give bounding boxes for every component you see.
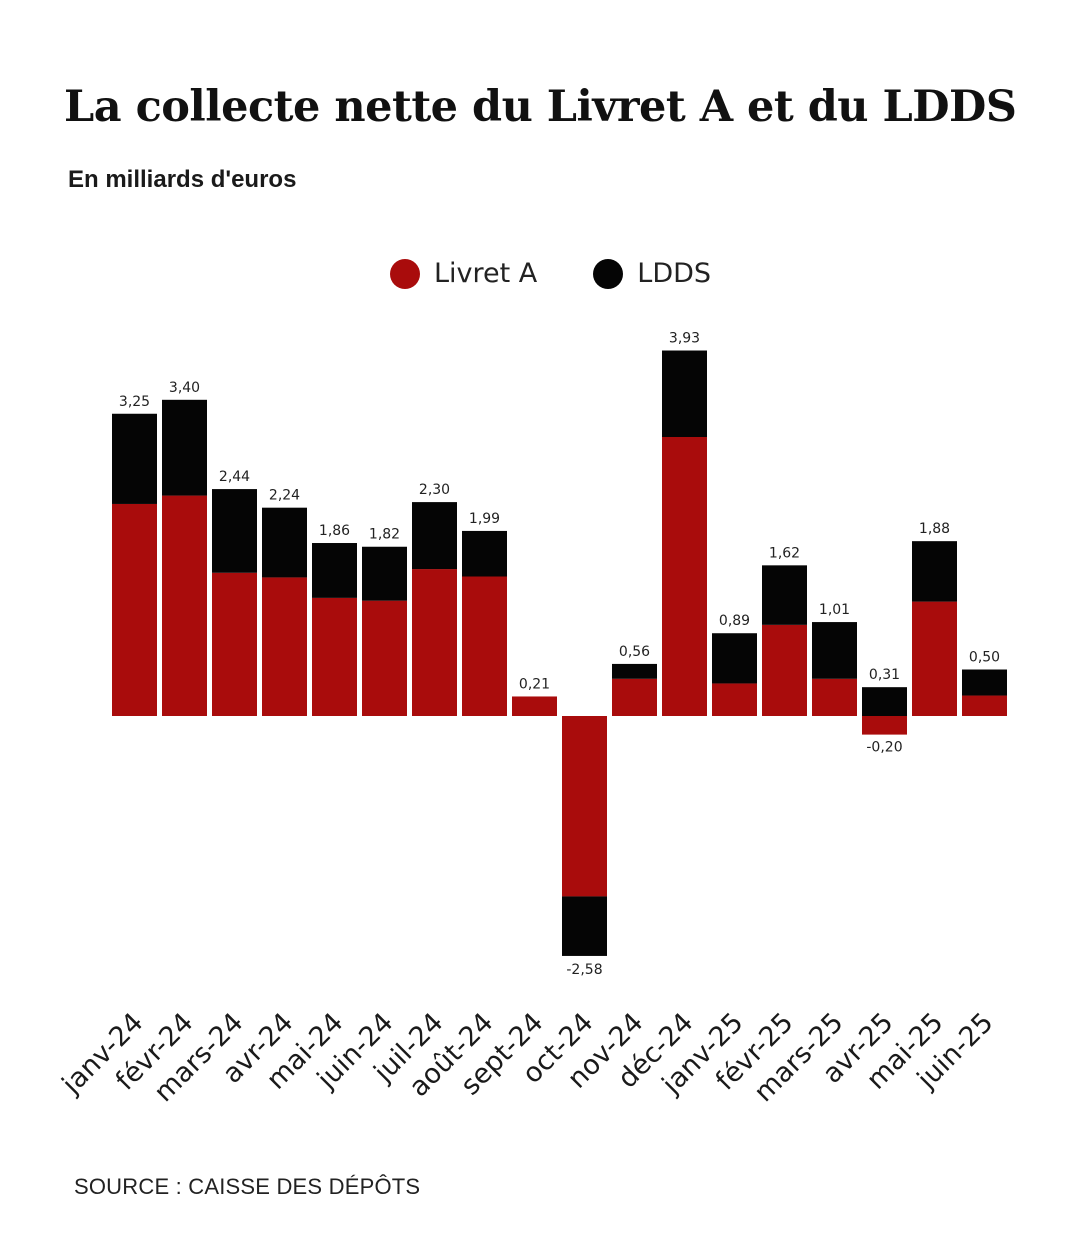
bar-ldds xyxy=(712,633,757,684)
bar-ldds xyxy=(412,502,457,570)
bar-livret-a xyxy=(912,601,957,716)
bar-livret-a xyxy=(712,683,757,716)
bar-ldds xyxy=(812,622,857,679)
data-label: 3,93 xyxy=(669,331,700,347)
bar-ldds xyxy=(612,663,657,679)
data-label: 1,62 xyxy=(769,545,800,561)
bar-livret-a xyxy=(762,624,807,716)
data-label: 0,89 xyxy=(719,613,750,629)
bar-livret-a xyxy=(812,678,857,716)
bar-livret-a xyxy=(462,576,507,716)
bar-livret-a xyxy=(662,437,707,716)
bar-ldds xyxy=(862,687,907,716)
data-label: 0,50 xyxy=(969,650,1000,666)
bar-ldds xyxy=(362,546,407,601)
bar-livret-a xyxy=(262,577,307,716)
bar-livret-a xyxy=(562,716,607,897)
legend-label-ldds: LDDS xyxy=(637,258,712,289)
bar-ldds xyxy=(912,541,957,602)
bar-ldds xyxy=(262,507,307,578)
data-label: 1,01 xyxy=(819,602,850,618)
bar-livret-a xyxy=(362,600,407,716)
bar-ldds xyxy=(962,669,1007,696)
data-label-negative: -0,20 xyxy=(866,740,902,756)
data-label: 1,82 xyxy=(369,527,400,543)
bar-livret-a xyxy=(312,597,357,716)
legend-item-ldds: LDDS xyxy=(593,258,711,289)
data-label: 1,88 xyxy=(919,521,950,537)
bar-livret-a xyxy=(412,569,457,716)
bar-ldds xyxy=(662,350,707,437)
bar-livret-a xyxy=(962,695,1007,716)
bar-livret-a xyxy=(212,572,257,716)
bar-livret-a xyxy=(612,678,657,716)
bar-ldds xyxy=(562,896,607,956)
legend-swatch-ldds xyxy=(593,258,624,289)
chart-legend: Livret A LDDS xyxy=(390,258,767,289)
data-label: 2,44 xyxy=(219,469,250,485)
legend-label-livret-a: Livret A xyxy=(434,258,538,289)
bar-livret-a xyxy=(162,495,207,716)
source-note: SOURCE : CAISSE DES DÉPÔTS xyxy=(74,1174,421,1199)
legend-swatch-livret-a xyxy=(390,258,420,289)
data-label: 0,56 xyxy=(619,644,650,660)
bar-ldds xyxy=(162,399,207,496)
bar-ldds xyxy=(112,413,157,504)
bar-livret-a xyxy=(512,696,557,716)
bar-ldds xyxy=(212,489,257,573)
chart-title: La collecte nette du Livret A et du LDDS xyxy=(64,82,1017,132)
data-label: -2,58 xyxy=(566,962,602,978)
bar-ldds xyxy=(312,543,357,598)
bar-ldds xyxy=(462,530,507,577)
data-label: 0,31 xyxy=(869,667,900,683)
data-label: 2,30 xyxy=(419,482,450,498)
data-label: 3,25 xyxy=(119,394,150,410)
data-label: 3,40 xyxy=(169,380,200,396)
chart-subtitle: En milliards d'euros xyxy=(68,166,297,193)
bar-livret-a xyxy=(112,503,157,716)
legend-item-livret-a: Livret A xyxy=(390,258,537,289)
data-label: 1,99 xyxy=(469,511,500,527)
bar-ldds xyxy=(762,565,807,625)
data-label: 1,86 xyxy=(319,523,350,539)
data-label: 2,24 xyxy=(269,488,300,504)
data-label: 0,21 xyxy=(519,676,550,692)
bar-livret-a xyxy=(862,716,907,735)
